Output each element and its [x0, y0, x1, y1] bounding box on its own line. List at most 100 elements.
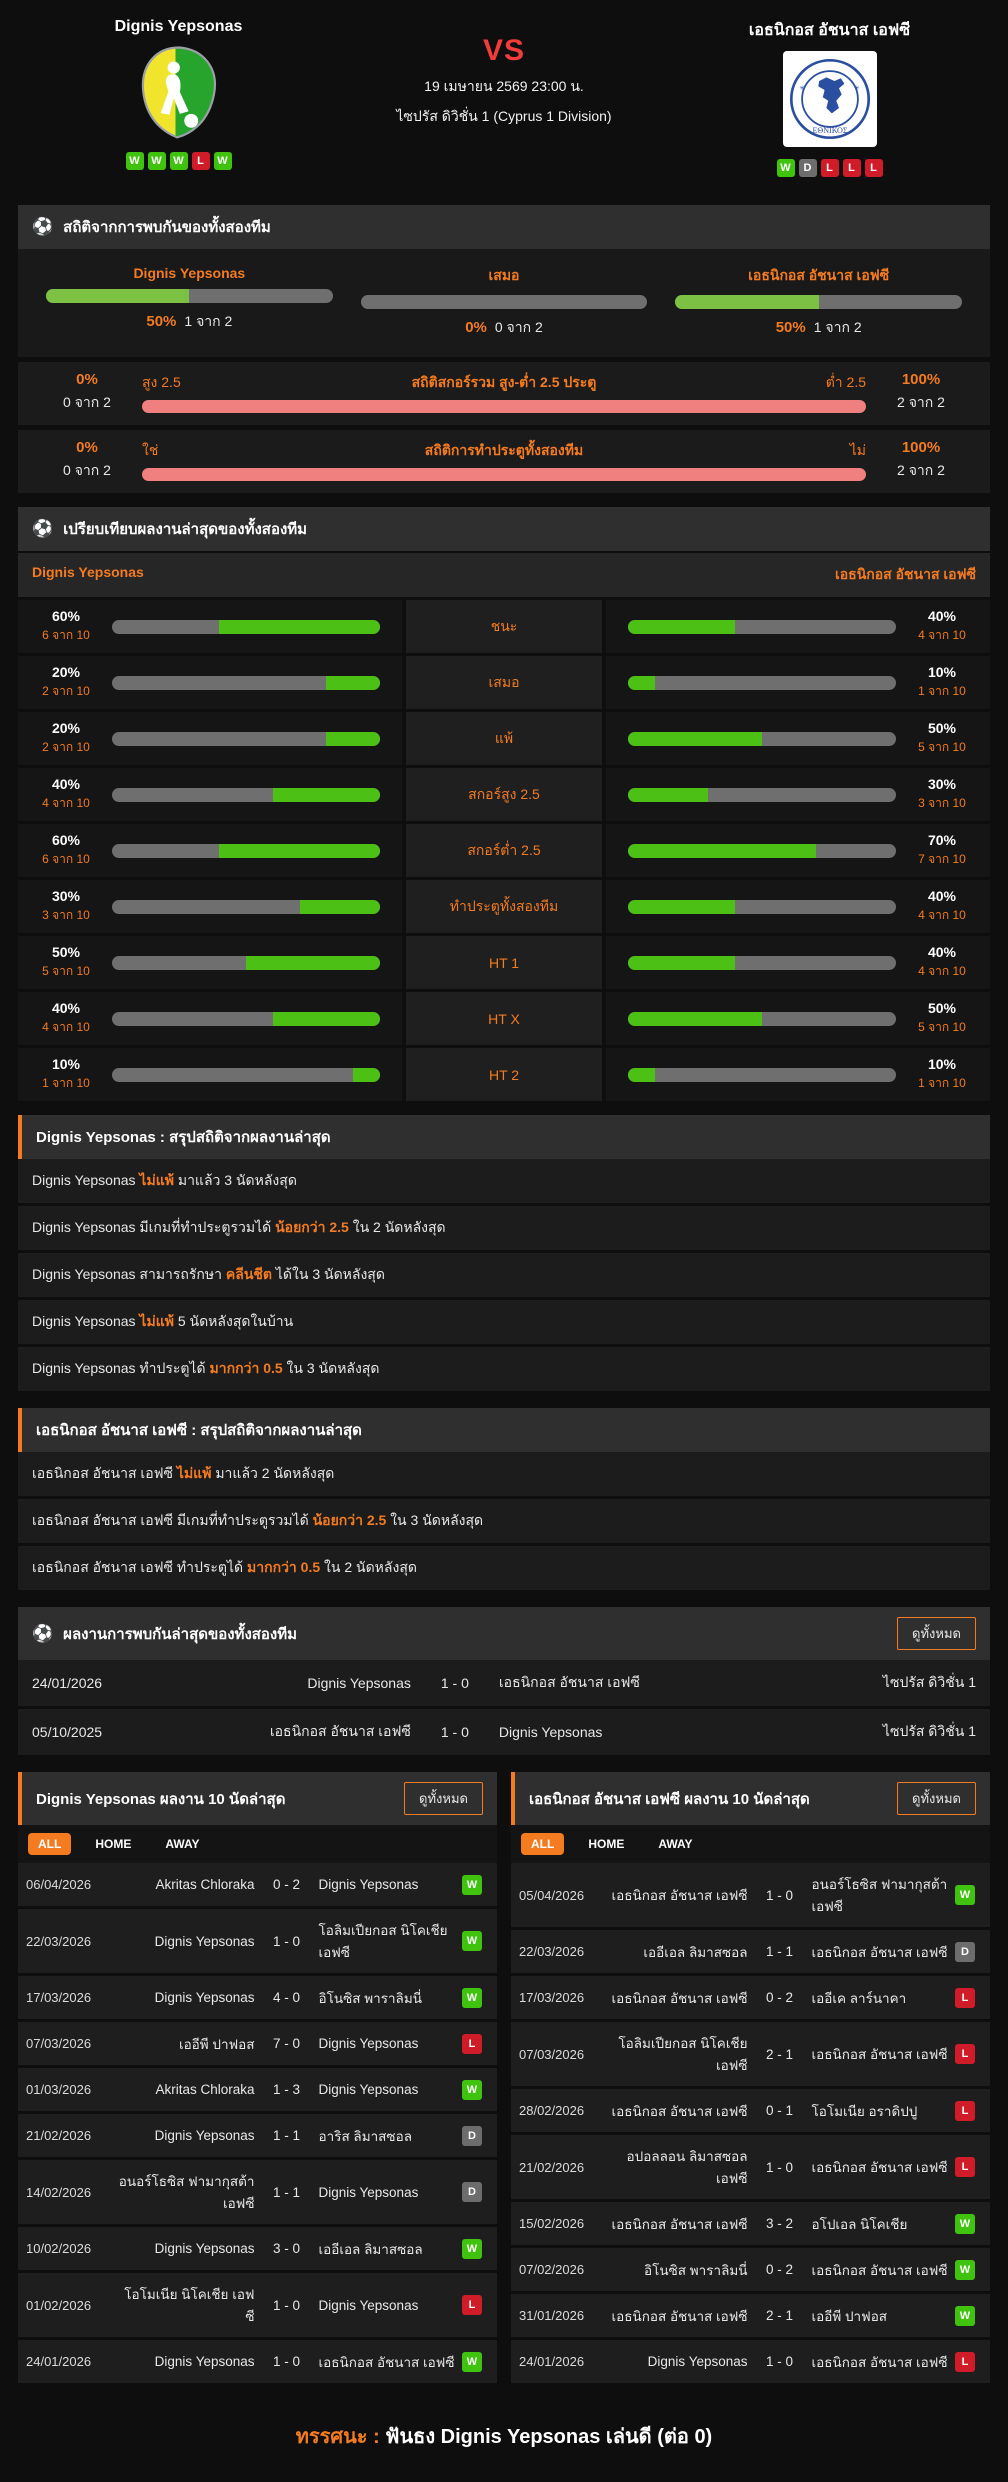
match-info: VS 19 เมษายน 2569 23:00 น. ไซปรัส ดิวิชั… — [339, 18, 669, 177]
match-away-team: เอธนิกอส อัชนาส เอฟซี — [811, 2160, 948, 2175]
match-away-team: โอลิมเปียกอส นิโคเชีย เอฟซี — [318, 1923, 448, 1960]
home-last10-tabs: ALL HOME AWAY — [18, 1825, 497, 1863]
comparison-row-label: ชนะ — [406, 600, 602, 653]
away-team-logo: ΕΘΝΙΚΟΣ ✳ ✳ — [782, 51, 877, 147]
result-badge: W — [462, 1987, 482, 2008]
h2h-outcome-pct: 50% — [775, 319, 806, 336]
stat-right-option: ไม่ — [849, 442, 866, 458]
home-pct: 20% — [51, 664, 81, 680]
away-bar — [628, 1067, 896, 1082]
h2h-outcome-column: เสมอ 0% 0 จาก 2 — [360, 265, 648, 339]
match-home-team: อิโนซิส พาราลิมนี่ — [644, 2262, 748, 2278]
summary-highlight: ไม่แพ้ — [139, 1172, 174, 1188]
match-score: 7 - 0 — [272, 2036, 300, 2051]
vs-label: VS — [482, 34, 526, 67]
tab-home[interactable]: HOME — [95, 1837, 132, 1851]
match-row: 17/03/2026 เอธนิกอส อัชนาส เอฟซี 0 - 2 เ… — [511, 1976, 990, 2022]
home-last10-view-all-button[interactable]: ดูทั้งหมด — [404, 1782, 483, 1815]
result-badge: W — [955, 2213, 975, 2234]
match-home-team: เอธนิกอส อัชนาส เอฟซี — [611, 1888, 748, 1903]
away-team-name: เอธนิกอส อัชนาส เอฟซี — [748, 22, 911, 39]
away-pct: 30% — [927, 776, 957, 792]
h2h-view-all-button[interactable]: ดูทั้งหมด — [897, 1617, 976, 1650]
away-last10-view-all-button[interactable]: ดูทั้งหมด — [897, 1782, 976, 1815]
home-team-logo — [135, 44, 223, 140]
h2h-match-row: 05/10/2025 เอธนิกอส อัชนาส เอฟซี 1 - 0 D… — [18, 1709, 990, 1758]
comparison-row: 60% 6 จาก 10 ชนะ 40% 4 จาก 10 — [18, 600, 990, 653]
match-away-team: Dignis Yepsonas — [498, 1724, 603, 1740]
away-pct: 70% — [927, 832, 957, 848]
home-team-name: Dignis Yepsonas — [114, 18, 243, 35]
tab-all[interactable]: ALL — [521, 1833, 565, 1855]
summary-row: เอธนิกอส อัชนาส เอฟซี มีเกมที่ทำประตูรวม… — [18, 1499, 990, 1546]
soccer-ball-icon: ⚽ — [32, 1623, 54, 1643]
match-away-team: Dignis Yepsonas — [318, 2297, 419, 2313]
home-summary-rows: Dignis Yepsonas ไม่แพ้ มาแล้ว 3 นัดหลังส… — [18, 1159, 990, 1394]
tab-home[interactable]: HOME — [588, 1837, 625, 1851]
summary-row: Dignis Yepsonas มีเกมที่ทำประตูรวมได้ น้… — [18, 1206, 990, 1253]
form-badge: W — [147, 152, 166, 170]
match-row: 05/04/2026 เอธนิกอส อัชนาส เอฟซี 1 - 0 อ… — [511, 1863, 990, 1930]
summary-highlight: น้อยกว่า 2.5 — [312, 1512, 387, 1528]
match-date: 01/03/2026 — [26, 2082, 92, 2097]
away-bar — [628, 843, 896, 858]
summary-row: Dignis Yepsonas ทำประตูได้ มากกว่า 0.5 ใ… — [18, 1347, 990, 1394]
soccer-ball-icon: ⚽ — [32, 519, 54, 538]
match-date: 14/02/2026 — [26, 2184, 92, 2200]
match-score: 1 - 1 — [765, 1944, 793, 1959]
match-league: ไซปรัส ดิวิชั่น 1 — [882, 1723, 976, 1739]
match-score: 2 - 1 — [765, 2308, 793, 2323]
home-bar — [112, 899, 380, 914]
h2h-outcome-bar — [360, 295, 648, 309]
away-last10-tabs: ALL HOME AWAY — [511, 1825, 990, 1863]
verdict-text: ฟันธง Dignis Yepsonas เล่นดี (ต่อ 0) — [379, 2426, 713, 2448]
home-summary-title: Dignis Yepsonas : สรุปสถิติจากผลงานล่าสุ… — [36, 1129, 331, 1146]
away-last10-title: เอธนิกอส อัชนาส เอฟซี ผลงาน 10 นัดล่าสุด — [529, 1790, 810, 1808]
result-badge: L — [955, 2351, 975, 2372]
tab-all[interactable]: ALL — [28, 1833, 72, 1855]
h2h-outcome-count: 1 จาก 2 — [184, 313, 233, 329]
comparison-row-label: HT X — [406, 992, 602, 1045]
result-badge: L — [955, 2157, 975, 2177]
away-bar — [628, 787, 896, 802]
match-row: 24/01/2026 Dignis Yepsonas 1 - 0 เอธนิกอ… — [511, 2340, 990, 2386]
h2h-outcome-count: 1 จาก 2 — [813, 319, 862, 335]
match-away-team: เอธนิกอส อัชนาส เอฟซี — [318, 2354, 455, 2370]
match-row: 24/01/2026 Dignis Yepsonas 1 - 0 เอธนิกอ… — [18, 2340, 497, 2386]
match-date: 24/01/2026 — [519, 2354, 585, 2369]
h2h-outcome-column: เอธนิกอส อัชนาส เอฟซี 50% 1 จาก 2 — [675, 265, 962, 339]
tab-away[interactable]: AWAY — [658, 1837, 693, 1851]
comparison-header: ⚽ เปรียบเทียบผลงานล่าสุดของทั้งสองทีม — [18, 507, 990, 551]
comparison-row-label: เสมอ — [406, 656, 602, 709]
match-row: 07/03/2026 โอลิมเปียกอส นิโคเชีย เอฟซี 2… — [511, 2022, 990, 2089]
match-home-team: Dignis Yepsonas — [647, 2354, 748, 2369]
summary-row: เอธนิกอส อัชนาส เอฟซี ไม่แพ้ มาแล้ว 2 นั… — [18, 1452, 990, 1499]
result-badge: D — [462, 2125, 482, 2146]
match-row: 21/02/2026 อปอลลอน ลิมาสซอล เอฟซี 1 - 0 … — [511, 2135, 990, 2202]
summary-row: Dignis Yepsonas สามารถรักษา คลีนชีต ได้ใ… — [18, 1253, 990, 1300]
home-count: 4 จาก 10 — [42, 796, 90, 810]
soccer-ball-icon: ⚽ — [32, 217, 54, 236]
comparison-row-label: สกอร์สูง 2.5 — [406, 768, 602, 821]
home-count: 2 จาก 10 — [42, 740, 90, 754]
comparison-away-team: เอธนิกอส อัชนาส เอฟซี — [834, 566, 976, 582]
away-count: 4 จาก 10 — [918, 964, 966, 978]
match-row: 07/02/2026 อิโนซิส พาราลิมนี่ 0 - 2 เอธน… — [511, 2248, 990, 2294]
h2h-results-section: ⚽ ผลงานการพบกันล่าสุดของทั้งสองทีม ดูทั้… — [18, 1607, 990, 1758]
summary-highlight: มากกว่า 0.5 — [209, 1360, 283, 1376]
home-count: 3 จาก 10 — [42, 908, 90, 922]
h2h-outcome-label: เสมอ — [488, 267, 520, 283]
match-score: 1 - 0 — [440, 1675, 469, 1691]
home-pct: 40% — [51, 776, 81, 792]
tab-away[interactable]: AWAY — [165, 1837, 200, 1851]
result-badge: L — [955, 1987, 975, 2008]
match-home-team: เอธนิกอส อัชนาส เอฟซี — [611, 1990, 748, 2006]
h2h-match-row: 24/01/2026 Dignis Yepsonas 1 - 0 เอธนิกอ… — [18, 1660, 990, 1709]
match-away-team: อนอร์โธซิส ฟามากุสต้า เอฟซี — [811, 1877, 948, 1914]
match-home-team: Dignis Yepsonas — [154, 2241, 255, 2256]
match-home-team: เอธนิกอส อัชนาส เอฟซี — [611, 2103, 748, 2119]
away-last10-header: เอธนิกอส อัชนาส เอฟซี ผลงาน 10 นัดล่าสุด… — [511, 1772, 990, 1825]
home-pct: 40% — [51, 1000, 81, 1016]
